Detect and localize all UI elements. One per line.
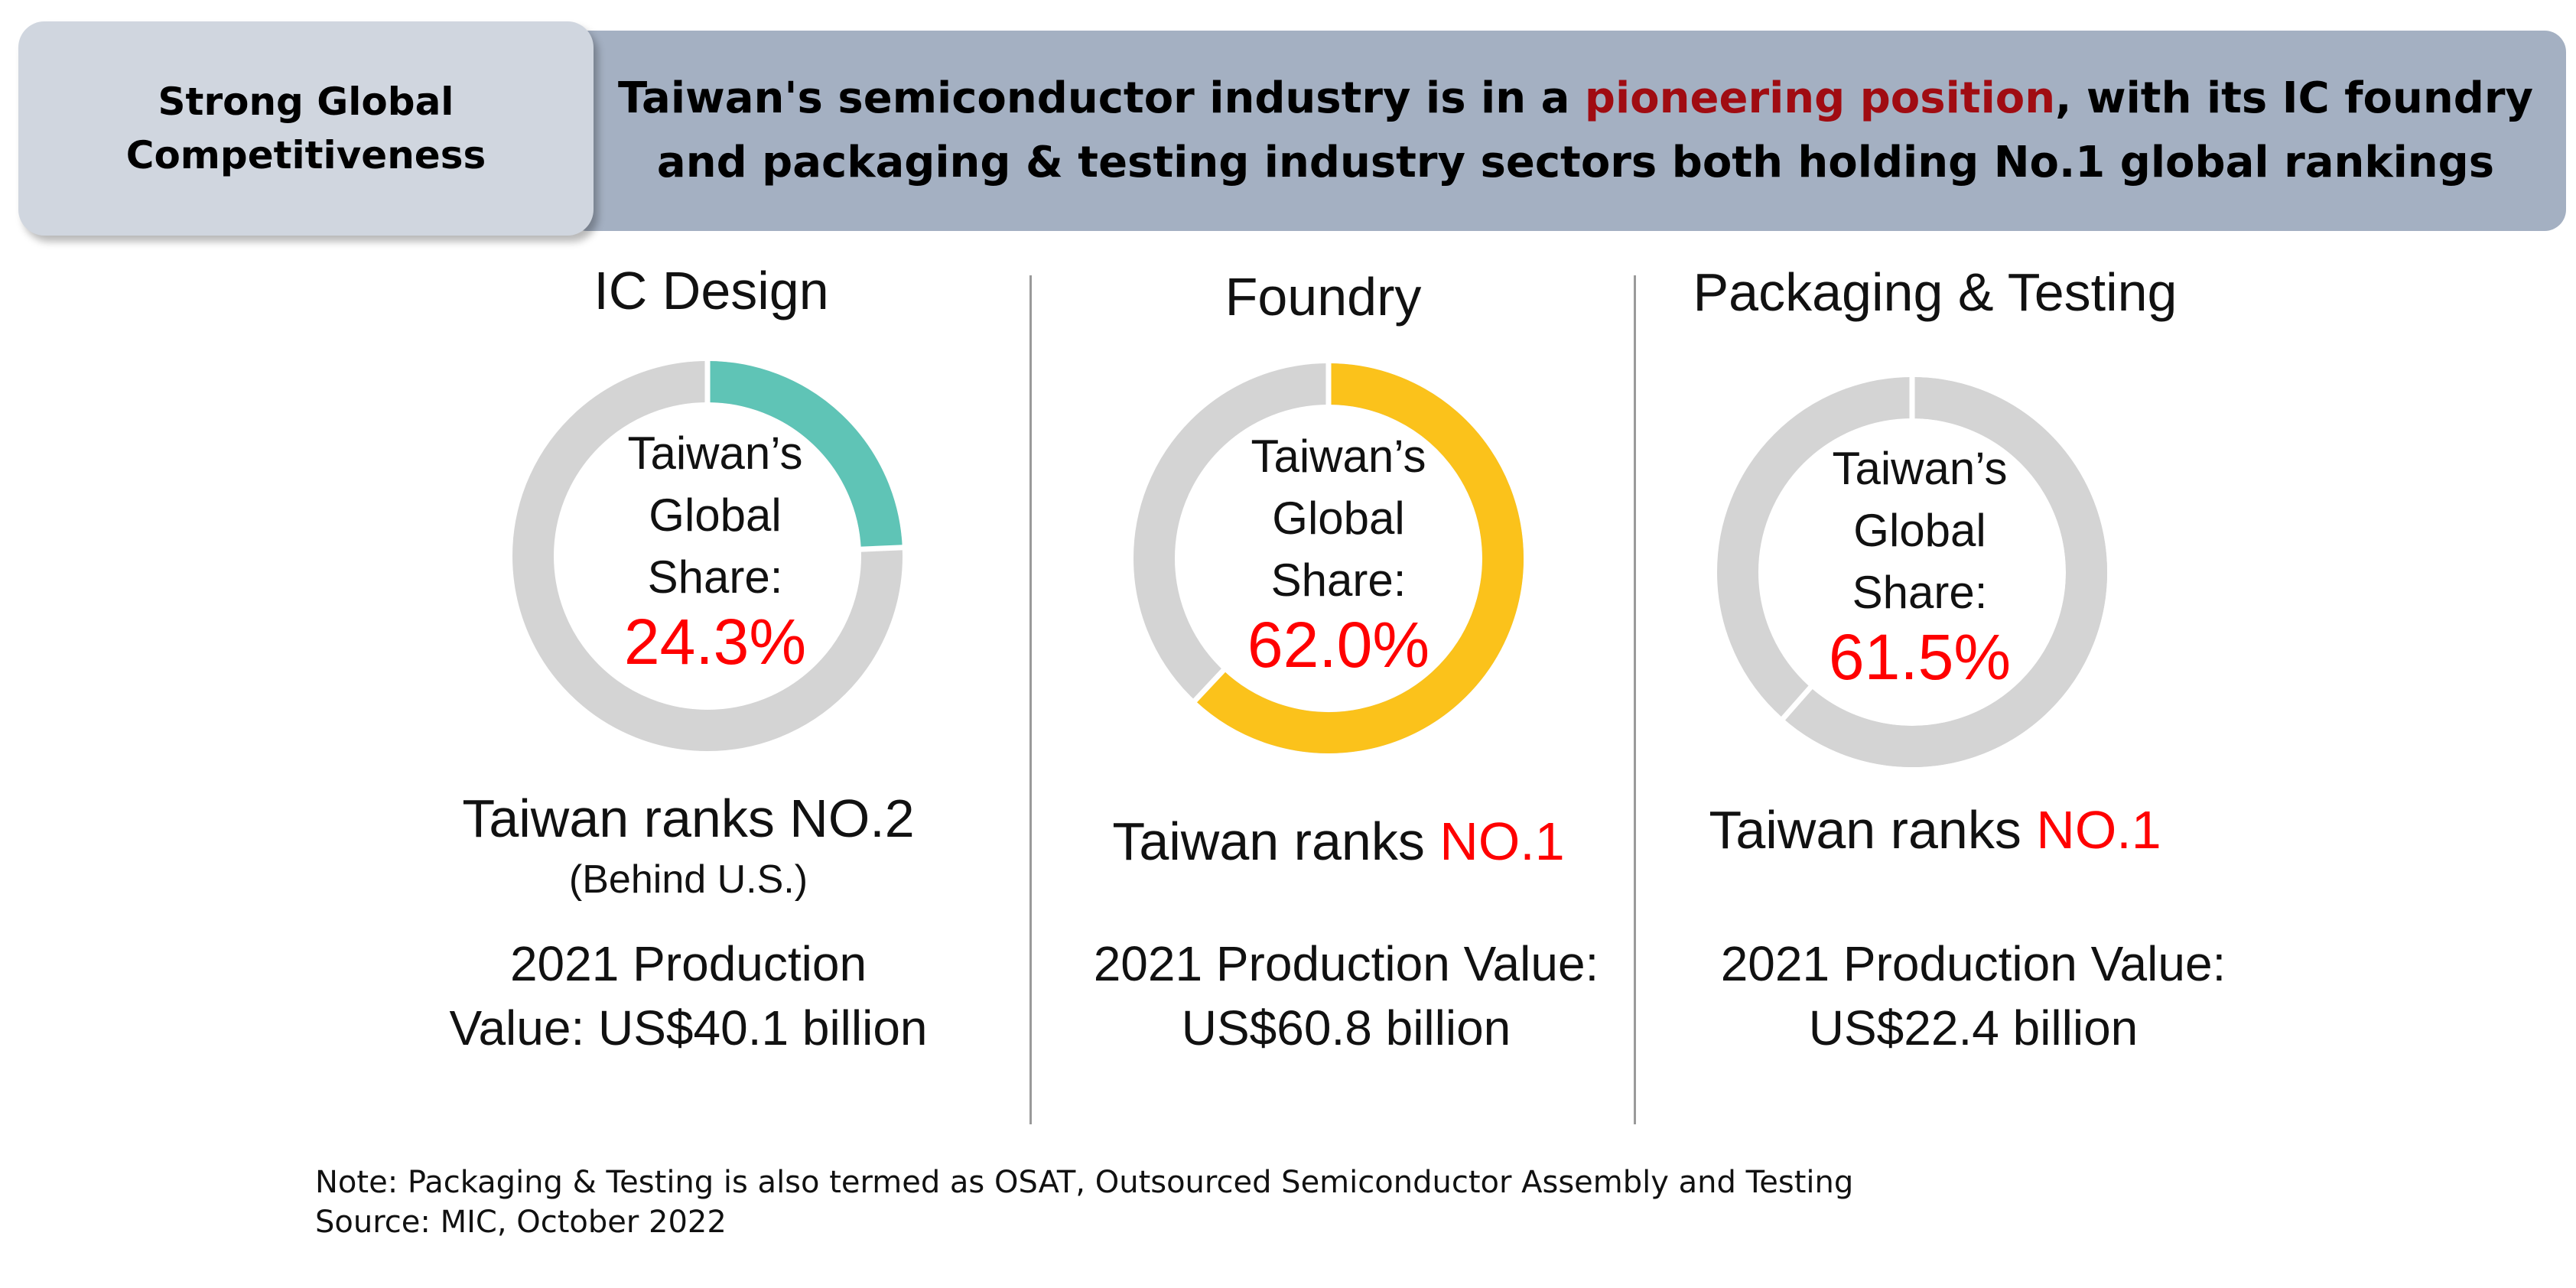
- headline-part-2: , with its IC foundry and packaging & te…: [656, 73, 2533, 187]
- rank-highlight: NO.1: [2036, 800, 2161, 860]
- production-value-packaging-testing: 2021 Production Value: US$22.4 billion: [1644, 932, 2302, 1061]
- note-text: Note: Packaging & Testing is also termed…: [315, 1165, 1854, 1200]
- center-label-line-3: Share:: [1270, 555, 1407, 606]
- donut-center-foundry: Taiwan’s Global Share: 62.0%: [1163, 425, 1514, 678]
- headline: Taiwan's semiconductor industry is in a …: [604, 31, 2547, 231]
- rank-text: Taiwan ranks NO.2: [462, 789, 915, 848]
- chart-title-foundry: Foundry: [1225, 267, 1422, 327]
- production-value-foundry: 2021 Production Value: US$60.8 billion: [1033, 932, 1660, 1061]
- donut-center-ic-design: Taiwan’s Global Share: 24.3%: [539, 422, 891, 675]
- column-divider-1: [1029, 275, 1032, 1124]
- center-label-line-2: Global: [1853, 505, 1986, 556]
- chart-title-packaging-testing: Packaging & Testing: [1693, 262, 2178, 322]
- production-line-1: 2021 Production Value:: [1720, 936, 2226, 991]
- donut-center-packaging-testing: Taiwan’s Global Share: 61.5%: [1744, 437, 2096, 691]
- rank-text: Taiwan ranks: [1709, 800, 2037, 860]
- production-line-1: 2021 Production Value:: [1093, 936, 1599, 991]
- center-label-line-1: Taiwan’s: [1251, 431, 1426, 482]
- share-value-foundry: 62.0%: [1247, 609, 1430, 681]
- rank-foundry: Taiwan ranks NO.1: [1055, 811, 1621, 872]
- rank-note-ic-design: (Behind U.S.): [568, 857, 808, 902]
- center-label-line-1: Taiwan’s: [627, 428, 803, 479]
- center-label-line-3: Share:: [647, 551, 783, 603]
- footer-note: Note: Packaging & Testing is also termed…: [315, 1163, 1853, 1242]
- donut-share-arc: [1195, 363, 1524, 753]
- badge-line-1: Strong Global: [158, 80, 454, 124]
- center-label-line-2: Global: [1272, 493, 1405, 544]
- center-label-line-2: Global: [649, 490, 782, 541]
- center-label-line-3: Share:: [1852, 567, 1988, 618]
- production-line-1: 2021 Production: [509, 936, 867, 991]
- donut-share-arc: [1783, 377, 2107, 767]
- production-line-2: Value: US$40.1 billion: [449, 1000, 928, 1056]
- share-value-packaging-testing: 61.5%: [1828, 621, 2012, 693]
- column-divider-2: [1634, 275, 1636, 1124]
- headline-highlight: pioneering position: [1584, 73, 2056, 123]
- source-text: Source: MIC, October 2022: [315, 1205, 727, 1240]
- section-badge: Strong Global Competitiveness: [18, 21, 594, 236]
- rank-highlight: NO.1: [1439, 812, 1565, 871]
- donut-separator-end: [859, 545, 904, 552]
- donut-separator-end: [1192, 667, 1227, 704]
- production-line-2: US$60.8 billion: [1181, 1000, 1511, 1056]
- rank-ic-design: Taiwan ranks NO.2: [405, 788, 971, 849]
- rank-packaging-testing: Taiwan ranks NO.1: [1644, 799, 2226, 860]
- center-label-line-1: Taiwan’s: [1832, 443, 2008, 494]
- production-line-2: US$22.4 billion: [1808, 1000, 2139, 1056]
- share-value-ic-design: 24.3%: [623, 606, 807, 678]
- badge-line-2: Competitiveness: [125, 133, 486, 177]
- chart-title-ic-design: IC Design: [594, 261, 829, 320]
- donut-separator-end: [1780, 684, 1814, 722]
- production-value-ic-design: 2021 Production Value: US$40.1 billion: [382, 932, 994, 1061]
- headline-part-1: Taiwan's semiconductor industry is in a: [618, 73, 1585, 123]
- donut-share-arc: [707, 361, 903, 550]
- rank-text: Taiwan ranks: [1112, 812, 1440, 871]
- header-bar: [566, 31, 2566, 231]
